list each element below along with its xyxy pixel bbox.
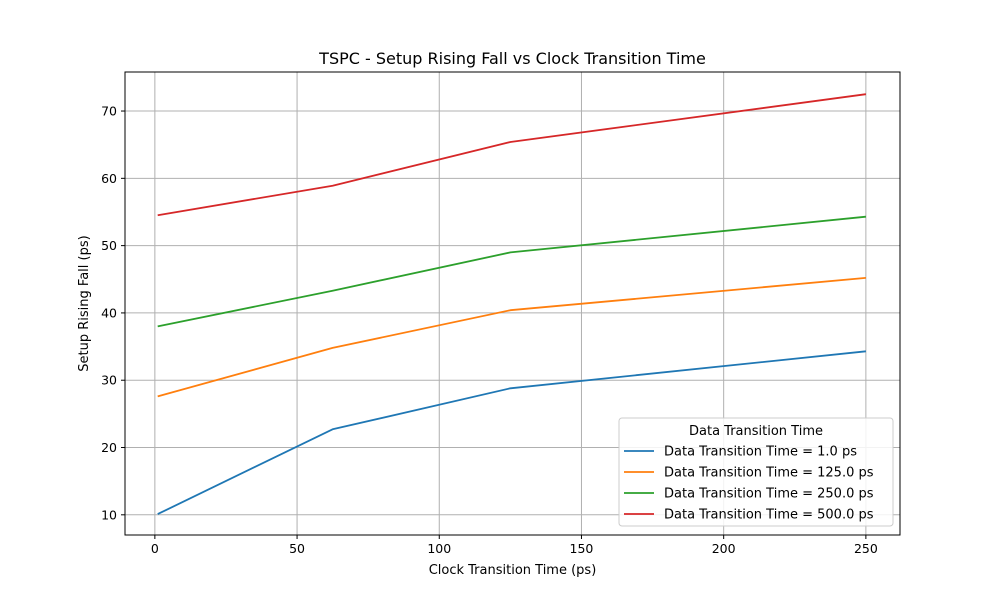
plot-frame <box>124 71 901 536</box>
series-lines <box>157 93 867 515</box>
x-tick-label: 200 <box>712 541 736 556</box>
y-axis-label: Setup Rising Fall (ps) <box>77 235 92 371</box>
legend-entry: Data Transition Time = 1.0 ps <box>664 445 857 460</box>
series-line <box>157 350 866 515</box>
x-tick-label: 50 <box>289 541 305 556</box>
y-tick-label: 50 <box>101 238 117 253</box>
axis-ticks: 0 50 100 150 200 250 10 20 30 40 50 60 70 <box>101 104 878 556</box>
x-tick-label: 250 <box>854 541 878 556</box>
legend-entry: Data Transition Time = 250.0 ps <box>664 487 874 502</box>
legend: Data Transition Time Data Transition Tim… <box>618 417 894 527</box>
legend-title: Data Transition Time <box>689 424 823 439</box>
series-line <box>157 215 866 328</box>
legend-entry: Data Transition Time = 500.0 ps <box>664 508 874 523</box>
y-tick-label: 30 <box>101 373 117 388</box>
chart-title: TSPC - Setup Rising Fall vs Clock Transi… <box>318 49 706 68</box>
x-axis-label: Clock Transition Time (ps) <box>429 563 597 578</box>
y-tick-label: 10 <box>101 507 117 522</box>
grid <box>125 72 900 535</box>
y-tick-label: 70 <box>101 104 117 119</box>
y-tick-label: 40 <box>101 305 117 320</box>
y-tick-label: 20 <box>101 440 117 455</box>
x-tick-label: 0 <box>151 541 159 556</box>
y-tick-label: 60 <box>101 171 117 186</box>
series-line <box>157 277 866 398</box>
x-tick-label: 100 <box>427 541 451 556</box>
legend-box <box>618 417 894 527</box>
x-tick-label: 150 <box>570 541 594 556</box>
legend-entry: Data Transition Time = 125.0 ps <box>664 466 874 481</box>
series-line <box>157 93 867 217</box>
